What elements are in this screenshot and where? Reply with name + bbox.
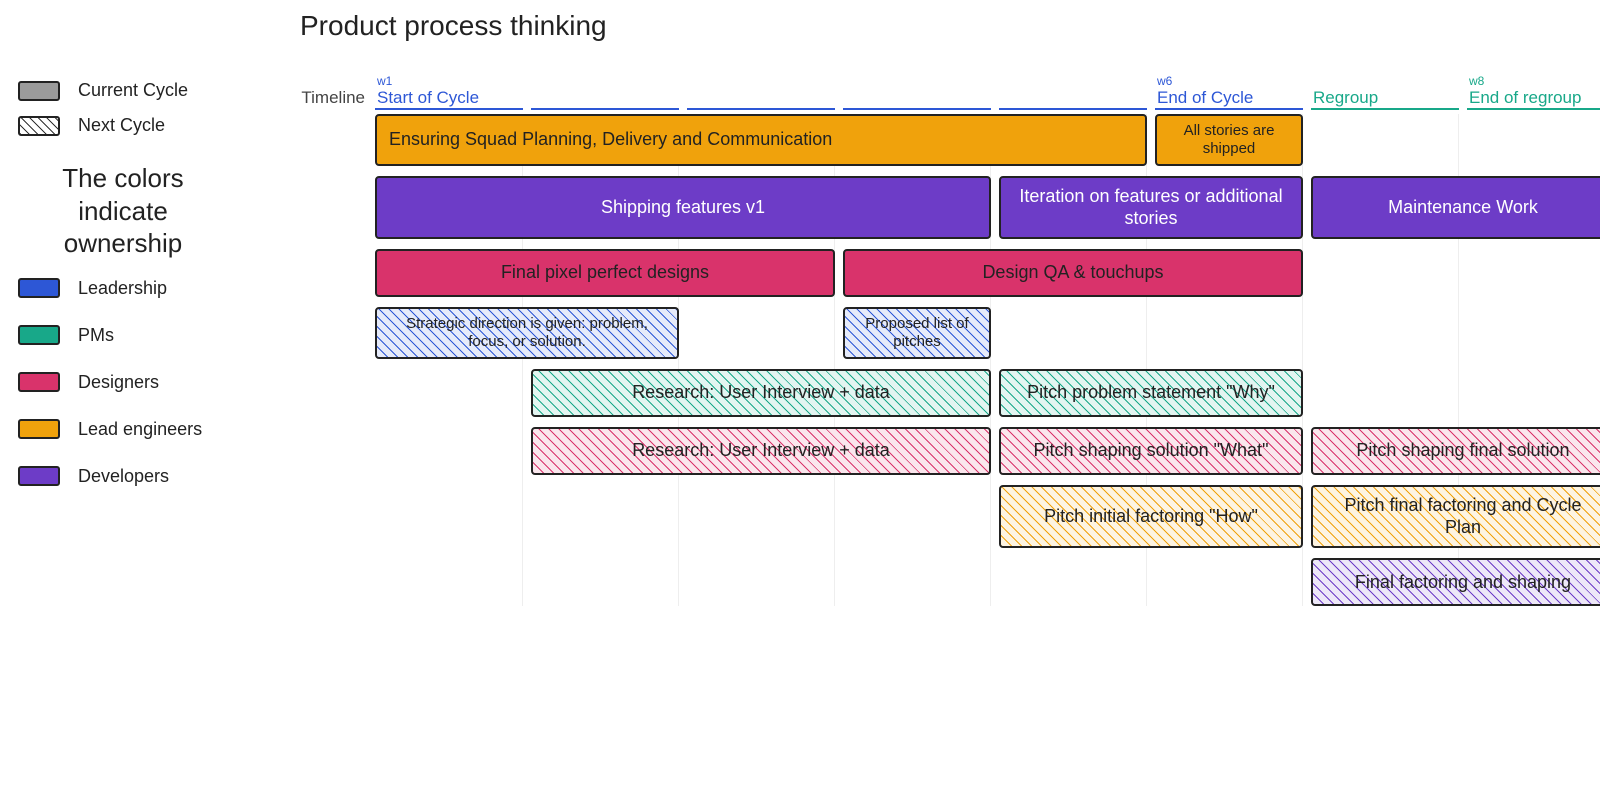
owner-legend-item: Developers xyxy=(10,466,290,487)
gantt-rows: Ensuring Squad Planning, Delivery and Co… xyxy=(375,114,1600,606)
timeline-col xyxy=(999,72,1147,110)
gantt-row: Final factoring and shaping xyxy=(375,558,1600,606)
timeline-col: w8 End of regroup xyxy=(1467,72,1600,110)
gantt-chart: Ensuring Squad Planning, Delivery and Co… xyxy=(375,114,1600,606)
gantt-bar: Iteration on features or additional stor… xyxy=(999,176,1303,239)
timeline-columns: w1 Start of Cycle w6 End of Cycle Regroup w8 E… xyxy=(375,72,1600,110)
legend-label: Leadership xyxy=(78,278,167,299)
sidebar: Current Cycle Next Cycle The colors indic… xyxy=(10,10,290,616)
owner-legend-item: Designers xyxy=(10,372,290,393)
owner-legend-item: PMs xyxy=(10,325,290,346)
swatch-icon xyxy=(18,116,60,136)
colors-heading: The colors indicate ownership xyxy=(18,162,228,260)
gantt-bar: Design QA & touchups xyxy=(843,249,1303,297)
gantt-bar: Proposed list of pitches xyxy=(843,307,991,359)
gantt-bar: All stories are shipped xyxy=(1155,114,1303,166)
gantt-bar: Pitch initial factoring "How" xyxy=(999,485,1303,548)
legend-label: Lead engineers xyxy=(78,419,202,440)
timeline-col-label: Start of Cycle xyxy=(377,89,521,106)
gantt-row: Pitch initial factoring "How"Pitch final… xyxy=(375,485,1600,548)
timeline-col xyxy=(843,72,991,110)
timeline-col: w6 End of Cycle xyxy=(1155,72,1303,110)
timeline-col: Regroup xyxy=(1311,72,1459,110)
main: Product process thinking Timeline w1 Star… xyxy=(290,10,1600,616)
cycle-legend-item: Next Cycle xyxy=(10,115,290,136)
swatch-icon xyxy=(18,81,60,101)
swatch-icon xyxy=(18,419,60,439)
timeline-label: Timeline xyxy=(290,88,375,110)
legend-label: Next Cycle xyxy=(78,115,165,136)
spacer xyxy=(375,485,991,548)
page-title: Product process thinking xyxy=(300,10,1600,42)
cycle-legend: Current Cycle Next Cycle xyxy=(10,80,290,136)
owner-legend-item: Lead engineers xyxy=(10,419,290,440)
timeline-col xyxy=(687,72,835,110)
gantt-bar: Pitch final factoring and Cycle Plan xyxy=(1311,485,1600,548)
gantt-bar: Maintenance Work xyxy=(1311,176,1600,239)
cycle-legend-item: Current Cycle xyxy=(10,80,290,101)
gantt-row: Research: User Interview + dataPitch sha… xyxy=(375,427,1600,475)
swatch-icon xyxy=(18,372,60,392)
timeline-col-label: End of Cycle xyxy=(1157,89,1301,106)
spacer xyxy=(687,307,835,359)
gantt-row: Ensuring Squad Planning, Delivery and Co… xyxy=(375,114,1600,166)
layout: Current Cycle Next Cycle The colors indic… xyxy=(10,10,1580,616)
timeline-col-label: Regroup xyxy=(1313,89,1457,106)
swatch-icon xyxy=(18,325,60,345)
owner-legend-item: Leadership xyxy=(10,278,290,299)
gantt-bar: Pitch shaping final solution xyxy=(1311,427,1600,475)
gantt-row: Strategic direction is given: problem, f… xyxy=(375,307,1600,359)
spacer xyxy=(375,427,523,475)
gantt-row: Final pixel perfect designsDesign QA & t… xyxy=(375,249,1600,297)
owner-legend: Leadership PMs Designers Lead engineers Deve… xyxy=(10,278,290,487)
gantt-bar: Ensuring Squad Planning, Delivery and Co… xyxy=(375,114,1147,166)
gantt-row: Shipping features v1Iteration on feature… xyxy=(375,176,1600,239)
gantt-bar: Final pixel perfect designs xyxy=(375,249,835,297)
timeline-week: w8 xyxy=(1469,75,1600,87)
timeline-col: w1 Start of Cycle xyxy=(375,72,523,110)
timeline-week: w1 xyxy=(377,75,521,87)
gantt-bar: Strategic direction is given: problem, f… xyxy=(375,307,679,359)
spacer xyxy=(375,369,523,417)
gantt-bar: Research: User Interview + data xyxy=(531,427,991,475)
legend-label: Designers xyxy=(78,372,159,393)
timeline-col-label: End of regroup xyxy=(1469,89,1600,106)
gantt-bar: Final factoring and shaping xyxy=(1311,558,1600,606)
gantt-bar: Pitch shaping solution "What" xyxy=(999,427,1303,475)
legend-label: PMs xyxy=(78,325,114,346)
timeline-week: w6 xyxy=(1157,75,1301,87)
swatch-icon xyxy=(18,278,60,298)
timeline-col xyxy=(531,72,679,110)
swatch-icon xyxy=(18,466,60,486)
gantt-row: Research: User Interview + dataPitch pro… xyxy=(375,369,1600,417)
gantt-bar: Research: User Interview + data xyxy=(531,369,991,417)
timeline-header: Timeline w1 Start of Cycle w6 End of Cycle R… xyxy=(290,72,1600,110)
legend-label: Current Cycle xyxy=(78,80,188,101)
spacer xyxy=(375,558,1303,606)
legend-label: Developers xyxy=(78,466,169,487)
gantt-bar: Pitch problem statement "Why" xyxy=(999,369,1303,417)
gantt-bar: Shipping features v1 xyxy=(375,176,991,239)
